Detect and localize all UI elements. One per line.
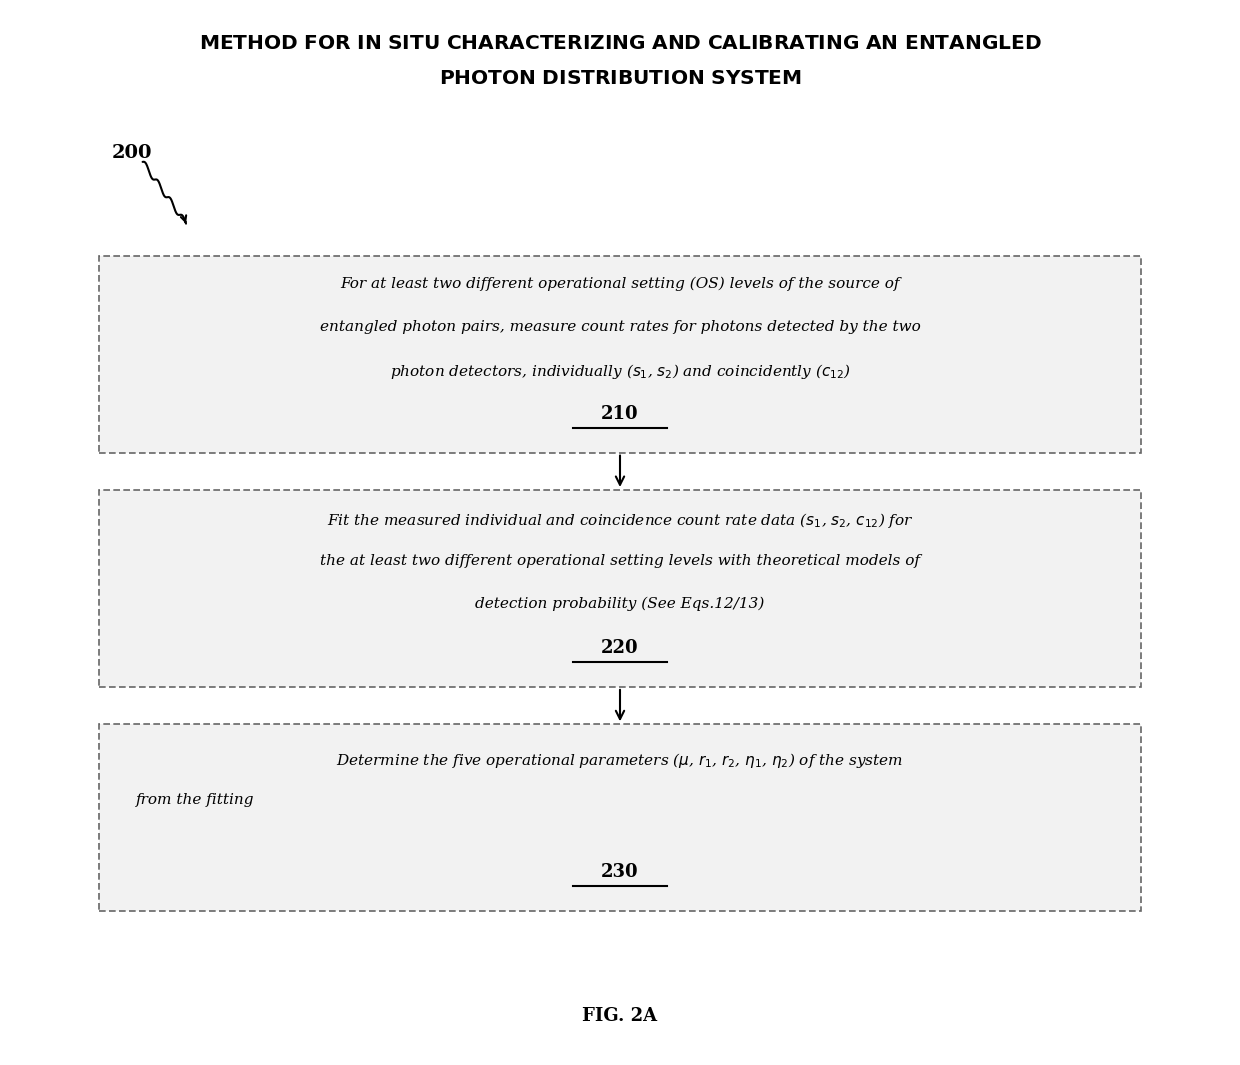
Text: Determine the five operational parameters ($\mu$, $r_1$, $r_2$, $\eta_1$, $\eta_: Determine the five operational parameter… (336, 751, 904, 770)
FancyBboxPatch shape (99, 490, 1141, 687)
Text: 210: 210 (601, 405, 639, 423)
Text: entangled photon pairs, measure count rates for photons detected by the two: entangled photon pairs, measure count ra… (320, 320, 920, 333)
Text: FIG. 2A: FIG. 2A (583, 1006, 657, 1025)
Text: Fit the measured individual and coincidence count rate data ($s_1$, $s_2$, $c_{1: Fit the measured individual and coincide… (326, 511, 914, 530)
Text: the at least two different operational setting levels with theoretical models of: the at least two different operational s… (320, 554, 920, 568)
FancyBboxPatch shape (99, 256, 1141, 453)
Text: 200: 200 (112, 144, 153, 162)
Text: from the fitting: from the fitting (136, 793, 255, 807)
Text: 220: 220 (601, 639, 639, 657)
Text: 230: 230 (601, 863, 639, 881)
Text: photon detectors, individually ($s_1$, $s_2$) and coincidently ($c_{12}$): photon detectors, individually ($s_1$, $… (389, 362, 851, 381)
FancyBboxPatch shape (99, 724, 1141, 911)
Text: $\mathbf{METHOD\ FOR\ }\mathit{\mathbf{IN\ SITU}}\mathbf{\ CHARACTERIZING\ AND\ : $\mathbf{METHOD\ FOR\ }\mathit{\mathbf{I… (198, 34, 1042, 53)
Text: $\mathbf{PHOTON\ DISTRIBUTION\ SYSTEM}$: $\mathbf{PHOTON\ DISTRIBUTION\ SYSTEM}$ (439, 69, 801, 88)
Text: For at least two different operational setting (OS) levels of the source of: For at least two different operational s… (340, 277, 900, 292)
Text: detection probability (See Eqs.12/13): detection probability (See Eqs.12/13) (475, 596, 765, 611)
